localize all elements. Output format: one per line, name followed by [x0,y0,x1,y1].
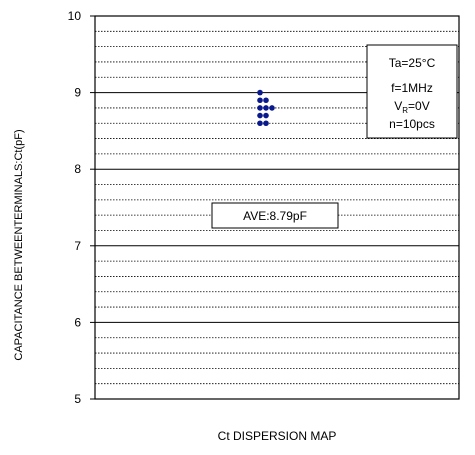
voltage-subscript: R [402,106,408,115]
average-box: AVE:8.79pF [211,202,339,229]
frequency-text: f=1MHz [391,81,433,95]
data-point [257,89,263,96]
y-tick-labels: 5 6 7 8 9 10 [68,9,95,406]
data-point [257,105,263,111]
y-tick-label: 10 [68,9,82,23]
x-axis-label: Ct DISPERSION MAP [218,429,337,443]
y-tick-label: 8 [74,162,81,176]
data-points [257,89,275,127]
data-point [257,112,263,119]
voltage-value: =0V [408,99,430,113]
sample-count-text: n=10pcs [389,117,435,131]
plot-frame [94,15,460,400]
reverse-voltage-text: VR=0V [394,99,429,115]
data-point [263,112,269,119]
y-tick-label: 7 [74,239,81,253]
temperature-text: Ta=25°C [389,56,436,70]
data-point [257,97,263,104]
data-point [263,120,269,127]
y-axis-label: CAPACITANCE BETWEENTERMINALS:Ct(pF) [13,129,25,360]
data-point [263,105,269,111]
y-tick-label: 5 [74,392,81,406]
conditions-box: Ta=25°C f=1MHz VR=0V n=10pcs [366,44,458,139]
voltage-symbol: V [394,99,402,113]
average-label: AVE:8.79pF [243,209,307,223]
data-point [263,97,269,104]
y-tick-label: 9 [74,86,81,100]
y-tick-label: 6 [74,315,81,329]
data-point [257,120,263,127]
data-point [269,105,275,111]
